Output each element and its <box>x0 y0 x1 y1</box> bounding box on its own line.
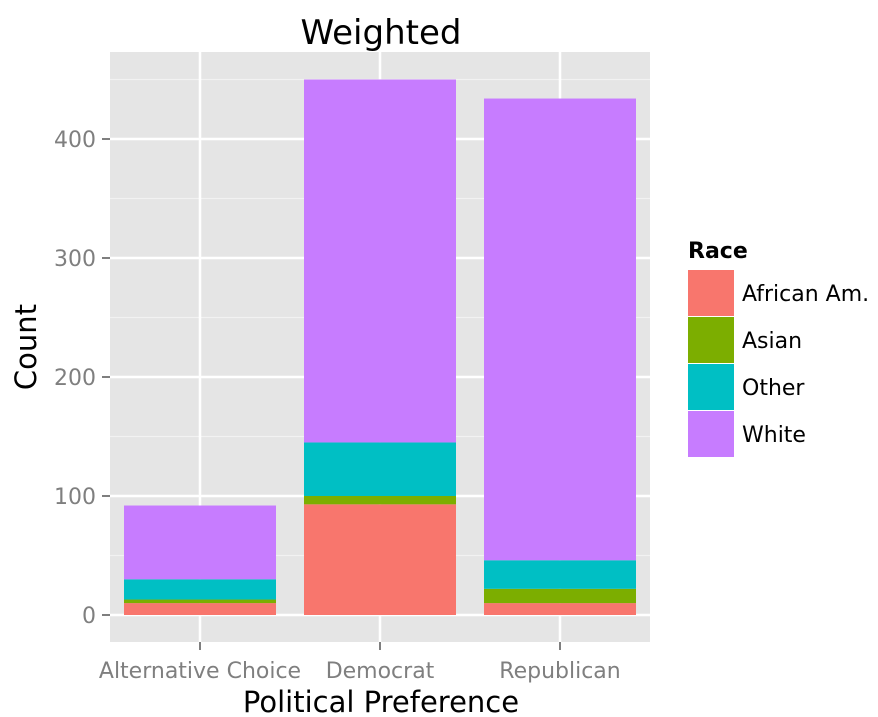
bars <box>124 79 636 615</box>
legend-label: White <box>742 423 806 448</box>
y-tick-label: 300 <box>54 247 96 272</box>
chart-title: Weighted <box>301 13 462 53</box>
bar-segment <box>484 98 636 561</box>
y-tick-label: 200 <box>54 366 96 391</box>
x-tick-label: Alternative Choice <box>99 659 301 684</box>
bar-segment <box>484 588 636 604</box>
legend-label: Other <box>742 376 805 401</box>
x-axis-title: Political Preference <box>243 685 519 717</box>
legend-swatch <box>688 270 734 316</box>
x-axis: Alternative Choice Democrat Republican <box>99 642 621 684</box>
bar-segment <box>124 579 276 600</box>
y-tick-label: 400 <box>54 128 96 153</box>
bar-segment <box>484 560 636 589</box>
legend-label: African Am. <box>742 282 869 307</box>
legend-title: Race <box>688 239 748 264</box>
bar-segment <box>304 496 456 505</box>
bar-segment <box>484 603 636 615</box>
bar-segment <box>304 504 456 615</box>
legend-swatch <box>688 364 734 410</box>
bar-segment <box>124 603 276 615</box>
y-axis-title: Count <box>9 304 43 390</box>
y-tick-label: 0 <box>82 604 96 629</box>
bar-segment <box>304 79 456 443</box>
bar-segment <box>124 505 276 580</box>
x-tick-label: Democrat <box>326 659 435 684</box>
x-tick-label: Republican <box>499 659 620 684</box>
legend-swatch <box>688 317 734 363</box>
legend-label: Asian <box>742 329 802 354</box>
y-tick-label: 100 <box>54 485 96 510</box>
bar-segment <box>304 442 456 496</box>
y-axis: 0 100 200 300 400 <box>54 128 110 629</box>
bar-segment <box>124 599 276 604</box>
legend: Race African Am. Asian Other White <box>688 239 869 457</box>
legend-swatch <box>688 411 734 457</box>
